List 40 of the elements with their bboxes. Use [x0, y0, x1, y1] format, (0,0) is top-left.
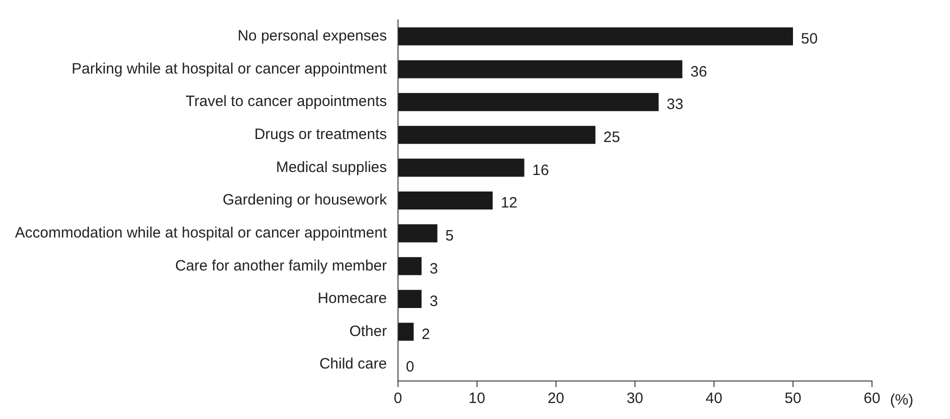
bar: [398, 224, 438, 242]
bar: [398, 158, 524, 177]
data-label: 25: [603, 129, 620, 146]
y-tick-label: Drugs or treatments: [254, 126, 387, 144]
y-tick-label: Other: [349, 322, 387, 340]
y-tick-label: Child care: [319, 356, 387, 373]
data-label: 0: [406, 358, 414, 376]
bar: [398, 322, 414, 341]
x-tick-label: 40: [706, 390, 722, 408]
data-label: 3: [430, 260, 438, 278]
x-tick-label: 60: [864, 390, 880, 408]
bar: [398, 60, 682, 78]
x-axis-title: (%): [890, 392, 914, 409]
y-tick-label: Homecare: [318, 290, 387, 308]
x-tick-label: 50: [784, 390, 802, 408]
x-tick-label: 10: [468, 390, 486, 408]
data-label: 33: [666, 96, 684, 114]
y-tick-label: Care for another family member: [175, 257, 387, 274]
bar: [398, 93, 659, 112]
y-tick-label: No personal expenses: [238, 28, 387, 45]
data-label: 2: [422, 326, 430, 343]
y-tick-label: Accommodation while at hospital or cancer appointment: [14, 224, 388, 242]
bar: [398, 290, 422, 308]
data-label: 12: [500, 194, 518, 212]
bar: [398, 126, 596, 144]
data-label: 5: [445, 227, 454, 244]
data-label: 36: [690, 63, 708, 80]
data-label: 3: [430, 293, 438, 310]
y-tick-label: Gardening or housework: [222, 192, 388, 209]
bar: [398, 257, 422, 276]
x-tick-label: 20: [548, 390, 564, 408]
y-tick-label: Travel to cancer appointments: [186, 93, 387, 110]
x-tick-label: 0: [394, 390, 402, 408]
bar: [398, 27, 793, 46]
data-label: 50: [800, 30, 818, 48]
y-tick-label: Parking while at hospital or cancer appointment: [72, 60, 388, 78]
y-tick-label: Medical supplies: [276, 158, 387, 176]
bar: [398, 191, 493, 210]
x-tick-label: 30: [626, 390, 644, 408]
data-label: 16: [532, 162, 549, 179]
